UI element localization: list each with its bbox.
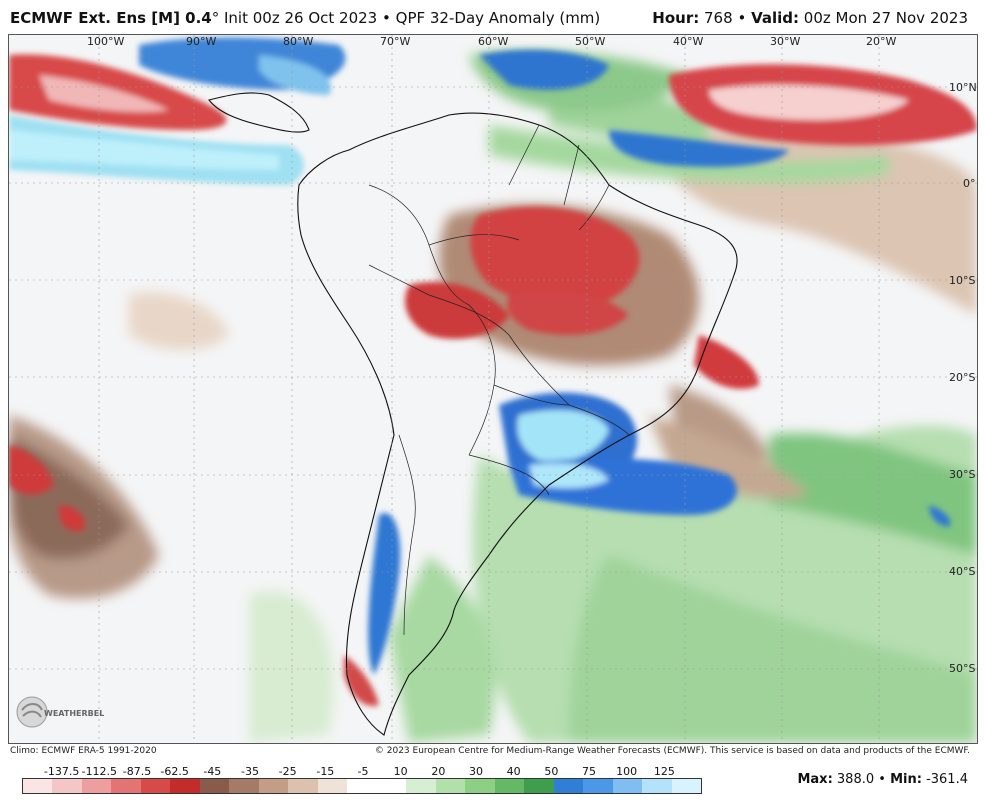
colorbar-swatch xyxy=(612,779,643,793)
map-title: ECMWF Ext. Ens [M] 0.4° Init 00z 26 Oct … xyxy=(10,9,600,27)
valid-bullet: • xyxy=(737,9,747,27)
lon-label-30w: 30°W xyxy=(770,35,801,48)
max-label: Max: xyxy=(797,772,833,787)
colorbar-swatch xyxy=(199,779,230,793)
degree-symbol: ° xyxy=(211,9,220,27)
title-bullet: • xyxy=(382,9,391,27)
stats-separator: • xyxy=(878,772,886,787)
colorbar-swatch xyxy=(583,779,613,793)
colorbar xyxy=(22,778,702,794)
colorbar-swatch xyxy=(406,779,436,793)
colorbar-label: -137.5 xyxy=(43,765,80,778)
colorbar-label: 125 xyxy=(653,765,675,778)
colorbar-swatch xyxy=(229,779,259,793)
min-value: -361.4 xyxy=(926,772,968,787)
valid-value: 00z Mon 27 Nov 2023 xyxy=(803,9,968,27)
colorbar-label: 50 xyxy=(544,765,559,778)
lat-label-0: 0° xyxy=(963,177,976,190)
colorbar-swatch xyxy=(376,779,407,793)
colorbar-swatch xyxy=(111,779,141,793)
colorbar-label: -15 xyxy=(316,765,335,778)
lon-label-60w: 60°W xyxy=(478,35,509,48)
lat-label-10n: 10°N xyxy=(949,81,977,94)
colorbar-label: -5 xyxy=(357,765,369,778)
colorbar-label: 40 xyxy=(506,765,521,778)
coastlines xyxy=(208,92,738,736)
lat-label-20s: 20°S xyxy=(949,371,976,384)
lon-label-20w: 20°W xyxy=(866,35,897,48)
country-borders xyxy=(368,124,630,636)
colorbar-swatch xyxy=(553,779,584,793)
colorbar-label: 10 xyxy=(393,765,408,778)
colorbar-swatch xyxy=(81,779,112,793)
map-canvas xyxy=(9,35,977,743)
lon-label-40w: 40°W xyxy=(673,35,704,48)
colorbar-swatch xyxy=(465,779,495,793)
colorbar-swatch xyxy=(317,779,348,793)
lon-label-100w: 100°W xyxy=(87,35,125,48)
colorbar-label: -25 xyxy=(278,765,297,778)
lon-label-80w: 80°W xyxy=(283,35,314,48)
colorbar-swatch xyxy=(140,779,171,793)
colorbar-swatch xyxy=(258,779,289,793)
lat-label-50s: 50°S xyxy=(949,662,976,675)
colorbar-swatch xyxy=(288,779,318,793)
graticule xyxy=(9,35,977,743)
colorbar-label: -35 xyxy=(241,765,259,778)
lon-label-90w: 90°W xyxy=(186,35,217,48)
valid-info: Hour: 768 • Valid: 00z Mon 27 Nov 2023 xyxy=(652,9,968,27)
lon-label-50w: 50°W xyxy=(575,35,606,48)
colorbar-label: 100 xyxy=(616,765,638,778)
colorbar-swatch xyxy=(347,779,377,793)
valid-label: Valid: xyxy=(751,9,800,27)
colorbar-swatch xyxy=(524,779,554,793)
colorbar-swatch xyxy=(494,779,525,793)
colorbar-label: -45 xyxy=(203,765,222,778)
colorbar-swatch xyxy=(23,779,53,793)
lon-label-70w: 70°W xyxy=(380,35,411,48)
colorbar-swatch xyxy=(52,779,82,793)
colorbar-swatch xyxy=(642,779,672,793)
weatherbell-logo: WEATHERBELL xyxy=(16,696,104,728)
max-min-stats: Max: 388.0 • Min: -361.4 xyxy=(797,772,968,787)
colorbar-swatch xyxy=(435,779,466,793)
hour-label: Hour: xyxy=(652,9,700,27)
anomaly-map: 100°W 90°W 80°W 70°W 60°W 50°W 40°W 30°W… xyxy=(8,34,978,744)
colorbar-label: 20 xyxy=(431,765,446,778)
logo-text: WEATHERBELL xyxy=(44,709,104,718)
init-time: Init 00z 26 Oct 2023 xyxy=(224,9,378,27)
colorbar-label: -62.5 xyxy=(160,765,189,778)
colorbar-swatch xyxy=(170,779,200,793)
product-name: QPF 32-Day Anomaly (mm) xyxy=(395,9,601,27)
hour-value: 768 xyxy=(704,9,733,27)
colorbar-swatch xyxy=(671,779,702,793)
model-name: ECMWF Ext. Ens [M] 0.4 xyxy=(10,9,212,27)
colorbar-label: 75 xyxy=(582,765,596,778)
climo-note: Climo: ECMWF ERA-5 1991-2020 xyxy=(10,746,157,756)
colorbar-labels: -137.5 -112.5 -87.5 -62.5 -45 -35 -25 -15 -5 10 20… xyxy=(22,765,702,779)
map-header: ECMWF Ext. Ens [M] 0.4° Init 00z 26 Oct … xyxy=(0,0,984,34)
colorbar-label: 30 xyxy=(469,765,483,778)
colorbar-label: -87.5 xyxy=(122,765,152,778)
min-label: Min: xyxy=(890,772,922,787)
colorbar-label: -112.5 xyxy=(81,765,118,778)
max-value: 388.0 xyxy=(836,772,875,787)
lat-label-10s: 10°S xyxy=(949,274,976,287)
lat-label-30s: 30°S xyxy=(949,468,976,481)
lat-label-40s: 40°S xyxy=(949,565,976,578)
copyright-note: © 2023 European Centre for Medium-Range … xyxy=(374,746,970,756)
